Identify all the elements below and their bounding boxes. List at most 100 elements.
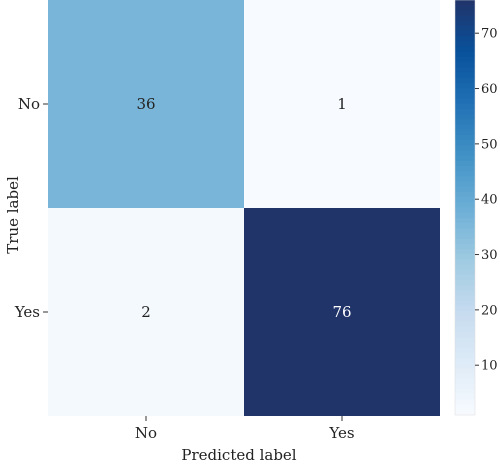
colorbar-segment: [455, 290, 475, 297]
colorbar-segment: [455, 10, 475, 17]
heatmap-cell-labels: 36 1 2 76: [136, 95, 351, 321]
colorbar-segment: [455, 114, 475, 120]
cell-value-label: 1: [337, 95, 347, 113]
heatmap-cell: [48, 0, 244, 208]
colorbar-segment: [455, 254, 475, 260]
colorbar-tick-label: 60: [481, 82, 498, 97]
colorbar-segment: [455, 119, 475, 126]
colorbar-segment: [455, 5, 475, 11]
y-axis-ticks: No Yes: [14, 95, 48, 321]
cell-value-label: 36: [136, 95, 155, 113]
y-tick-label: No: [18, 95, 40, 113]
colorbar-segment: [455, 347, 475, 354]
colorbar-segment: [455, 93, 475, 100]
colorbar-segment: [455, 217, 475, 224]
colorbar-segment: [455, 228, 475, 235]
colorbar-segment: [455, 300, 475, 307]
colorbar-tick-label: 40: [481, 193, 498, 208]
colorbar-segment: [455, 36, 475, 43]
x-tick-label: No: [135, 424, 157, 442]
colorbar-segment: [455, 186, 475, 193]
colorbar-segment: [455, 72, 475, 79]
colorbar-tick-label: 30: [481, 248, 498, 263]
y-tick-label: Yes: [14, 303, 40, 321]
colorbar-segment: [455, 124, 475, 131]
colorbar-segment: [455, 259, 475, 266]
colorbar-segment: [455, 368, 475, 375]
colorbar-segment: [455, 311, 475, 318]
colorbar-segment: [455, 155, 475, 162]
colorbar-segment: [455, 140, 475, 146]
colorbar-segment: [455, 399, 475, 406]
colorbar-ticks: 10 20 30 40 50 60 70: [475, 27, 498, 374]
colorbar-segment: [455, 332, 475, 338]
colorbar-segment: [455, 357, 475, 364]
colorbar-segment: [455, 15, 475, 22]
colorbar-segment: [455, 352, 475, 359]
heatmap-cells: [48, 0, 440, 416]
colorbar-segment: [455, 238, 475, 245]
colorbar-segment: [455, 326, 475, 333]
colorbar-segment: [455, 51, 475, 58]
colorbar-segment: [455, 46, 475, 53]
colorbar-tick-label: 20: [481, 303, 498, 318]
colorbar-tick-label: 10: [481, 359, 498, 374]
colorbar-segment: [455, 285, 475, 292]
colorbar-segment: [455, 67, 475, 74]
colorbar-segment: [455, 98, 475, 105]
colorbar-segment: [455, 337, 475, 343]
colorbar-segment: [455, 363, 475, 369]
colorbar-segment: [455, 378, 475, 385]
colorbar-segment: [455, 191, 475, 198]
colorbar-segment: [455, 166, 475, 172]
colorbar-tick-label: 70: [481, 27, 498, 42]
x-axis-label: Predicted label: [181, 446, 296, 464]
colorbar-segment: [455, 176, 475, 183]
colorbar-segment: [455, 306, 475, 312]
colorbar-segment: [455, 373, 475, 380]
y-axis-label: True label: [4, 176, 22, 254]
colorbar-segment: [455, 150, 475, 157]
colorbar-segment: [455, 249, 475, 255]
colorbar-segment: [455, 77, 475, 84]
colorbar-segment: [455, 207, 475, 214]
colorbar-segment: [455, 316, 475, 323]
colorbar-segment: [455, 280, 475, 286]
colorbar-segment: [455, 25, 475, 32]
colorbar-segment: [455, 41, 475, 48]
colorbar-segment: [455, 197, 475, 203]
colorbar-segment: [455, 160, 475, 167]
colorbar-segment: [455, 108, 475, 115]
x-axis-ticks: No Yes: [135, 416, 355, 442]
colorbar-segment: [455, 88, 475, 94]
colorbar-segment: [455, 145, 475, 152]
x-tick-label: Yes: [328, 424, 354, 442]
colorbar-segment: [455, 181, 475, 188]
colorbar-segment: [455, 223, 475, 229]
colorbar-segment: [455, 233, 475, 240]
colorbar-segment: [455, 83, 475, 89]
colorbar-segment: [455, 342, 475, 349]
colorbar-segment: [455, 243, 475, 250]
colorbar-segment: [455, 383, 475, 390]
colorbar-segment: [455, 389, 475, 395]
colorbar-segment: [455, 212, 475, 219]
colorbar-segment: [455, 57, 475, 63]
colorbar: [454, 0, 476, 416]
colorbar-tick-label: 50: [481, 137, 498, 152]
colorbar-segment: [455, 134, 475, 141]
colorbar-segment: [455, 404, 475, 411]
heatmap-cell: [244, 208, 440, 416]
colorbar-segment: [455, 103, 475, 110]
heatmap-cell: [48, 208, 244, 416]
colorbar-segment: [455, 62, 475, 69]
colorbar-segment: [455, 269, 475, 276]
colorbar-segment: [455, 171, 475, 177]
colorbar-segment: [455, 129, 475, 136]
cell-value-label: 76: [332, 303, 351, 321]
colorbar-outline: [454, 0, 476, 416]
colorbar-segment: [455, 295, 475, 302]
colorbar-segment: [455, 0, 475, 6]
colorbar-segment: [455, 394, 475, 401]
